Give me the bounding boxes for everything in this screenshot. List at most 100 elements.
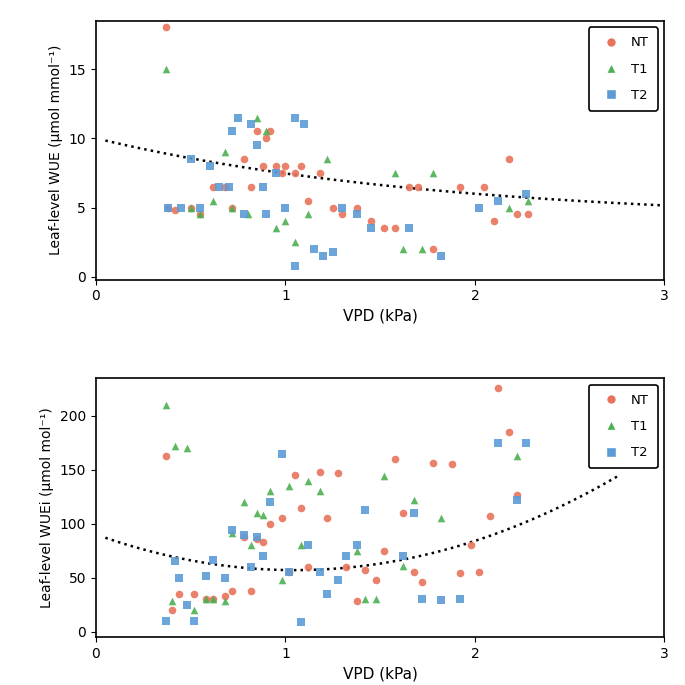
Point [195, 209, 206, 220]
Point [265, 486, 276, 497]
Point [397, 244, 408, 255]
Point [162, 202, 173, 213]
Point [175, 202, 186, 213]
Point [352, 540, 363, 551]
Point [223, 182, 234, 192]
Point [365, 216, 376, 227]
Point [303, 540, 314, 551]
Legend: NT, T1, T2: NT, T1, T2 [588, 27, 658, 111]
Point [427, 167, 438, 178]
Point [397, 551, 408, 562]
Point [436, 251, 447, 262]
Point [488, 216, 499, 227]
Point [246, 585, 257, 596]
Point [219, 596, 230, 607]
Y-axis label: Leaf-level WUE (μmol mmol⁻¹): Leaf-level WUE (μmol mmol⁻¹) [49, 45, 63, 256]
Point [261, 209, 272, 220]
Point [182, 443, 192, 453]
Point [295, 616, 306, 627]
Point [227, 528, 238, 539]
Point [337, 209, 348, 220]
Point [251, 531, 262, 542]
Point [523, 195, 534, 206]
Point [280, 160, 291, 171]
Point [238, 529, 249, 540]
Point [162, 202, 173, 213]
Point [238, 153, 249, 164]
Point [284, 566, 295, 577]
Point [379, 545, 390, 556]
Point [166, 596, 177, 607]
Point [521, 437, 532, 448]
Point [284, 480, 295, 491]
Point [365, 223, 376, 234]
Point [493, 437, 503, 448]
Point [390, 167, 401, 178]
Point [303, 209, 314, 220]
Point [511, 489, 522, 500]
Point [208, 555, 219, 566]
Point [473, 566, 484, 577]
Point [208, 594, 219, 605]
Point [318, 251, 329, 262]
Point [265, 126, 276, 137]
Point [379, 471, 390, 482]
Point [295, 160, 306, 171]
Point [280, 216, 291, 227]
Point [403, 223, 414, 234]
Point [360, 504, 371, 515]
Point [195, 202, 206, 213]
Point [403, 182, 414, 192]
Y-axis label: Leaf-level WUEi (μmol mol⁻¹): Leaf-level WUEi (μmol mol⁻¹) [40, 407, 54, 608]
Point [303, 195, 314, 206]
Point [299, 119, 310, 130]
Point [337, 202, 348, 213]
Point [352, 202, 363, 213]
Point [479, 182, 490, 192]
Point [160, 399, 171, 410]
Point [412, 182, 423, 192]
Point [493, 195, 503, 206]
Point [314, 566, 325, 577]
Point [251, 508, 262, 519]
Point [251, 534, 262, 545]
Point [251, 126, 262, 137]
Point [189, 615, 200, 626]
Point [174, 588, 185, 599]
Point [251, 140, 262, 151]
Point [271, 160, 282, 171]
Point [503, 202, 514, 213]
Point [204, 160, 215, 171]
Point [214, 182, 225, 192]
Point [208, 594, 219, 605]
Point [238, 497, 249, 508]
Point [409, 566, 420, 577]
Point [227, 126, 238, 137]
Point [473, 202, 484, 213]
Point [503, 153, 514, 164]
Point [352, 209, 363, 220]
Point [289, 237, 300, 248]
Point [333, 468, 344, 479]
Point [227, 202, 238, 213]
Point [322, 153, 333, 164]
Point [257, 510, 268, 521]
Point [397, 508, 408, 519]
Point [503, 427, 514, 438]
Point [280, 202, 291, 213]
Point [284, 566, 295, 577]
Point [303, 562, 314, 573]
Point [397, 560, 408, 571]
Point [466, 540, 477, 551]
X-axis label: VPD (kPa): VPD (kPa) [342, 667, 418, 682]
Point [390, 223, 401, 234]
Point [189, 605, 200, 616]
Point [238, 531, 249, 542]
Point [427, 244, 438, 255]
Point [427, 458, 438, 469]
Point [219, 572, 230, 583]
Point [276, 513, 287, 524]
Point [416, 594, 427, 605]
Point [185, 153, 196, 164]
Point [246, 119, 257, 130]
